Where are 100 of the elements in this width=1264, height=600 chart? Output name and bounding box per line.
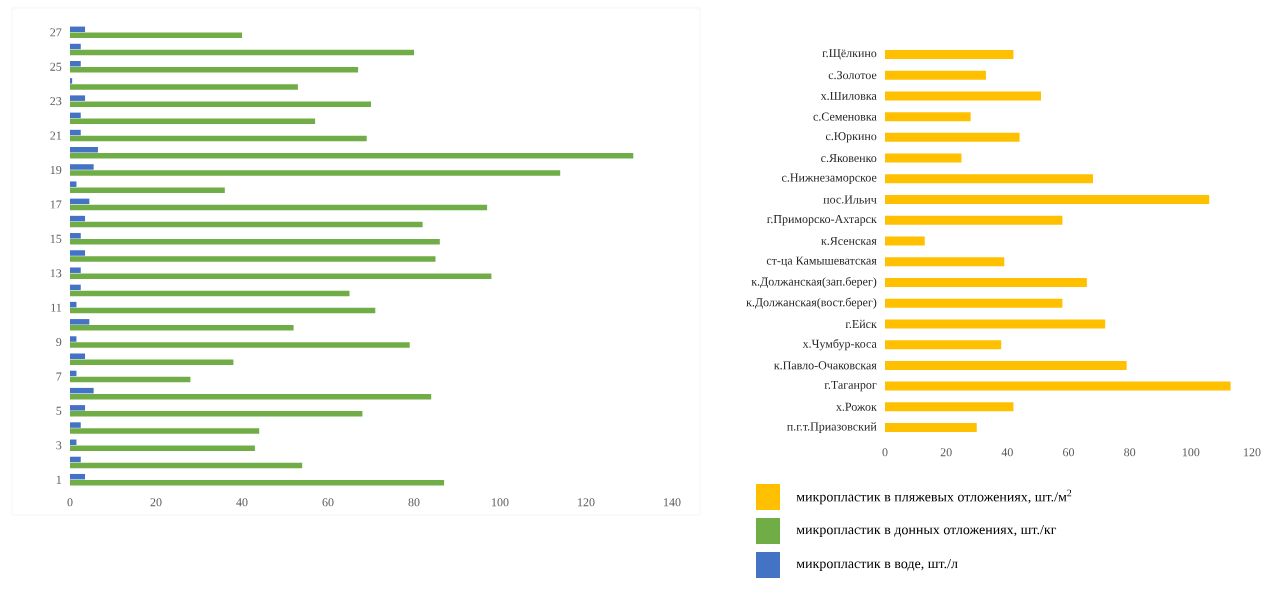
y-tick-label: п.г.т.Приазовский <box>787 422 877 433</box>
bar <box>885 402 1014 412</box>
bar <box>70 387 94 394</box>
x-tick-label: 20 <box>150 498 162 507</box>
bar <box>70 267 81 273</box>
bar <box>70 78 73 84</box>
bar <box>70 49 414 56</box>
y-tick-label: 7 <box>56 372 62 381</box>
y-tick-label: 23 <box>50 97 62 106</box>
bar <box>885 340 1002 350</box>
bar <box>70 284 81 291</box>
y-tick-label: 3 <box>56 441 62 450</box>
bar <box>70 479 445 486</box>
y-tick-label: х.Шиловка <box>820 91 877 100</box>
y-tick-label: х.Рожок <box>836 402 877 411</box>
bar <box>885 277 1087 287</box>
bar <box>70 204 488 211</box>
bar <box>885 236 925 246</box>
y-tick-label: с.Юркино <box>825 132 877 143</box>
bar <box>70 319 90 325</box>
x-tick-label: 140 <box>664 498 681 507</box>
bar <box>70 342 410 348</box>
bar <box>70 153 634 159</box>
bar <box>70 170 561 176</box>
bar <box>885 319 1106 329</box>
x-tick-label: 20 <box>940 448 952 457</box>
bar <box>70 393 432 400</box>
y-tick-label: к.Должанская(зап.берег) <box>751 276 877 289</box>
bar <box>70 353 86 359</box>
x-tick-label: 60 <box>322 498 334 507</box>
y-tick-label: 27 <box>50 28 62 37</box>
bar <box>885 215 1063 225</box>
y-tick-label: 5 <box>56 406 62 415</box>
y-tick-label: г.Щёлкино <box>822 49 877 60</box>
y-tick-label: к.Должанская(вост.берег) <box>746 297 877 309</box>
bar <box>70 445 255 452</box>
bar <box>70 181 77 187</box>
y-tick-label: 25 <box>50 62 62 71</box>
x-tick-label: 0 <box>67 498 73 507</box>
bar <box>885 153 962 163</box>
bar <box>70 336 77 342</box>
bar <box>885 174 1093 184</box>
x-tick-label: 40 <box>1001 448 1013 457</box>
bar <box>885 91 1041 101</box>
y-tick-label: с.Семеновка <box>813 112 877 121</box>
y-tick-label: 15 <box>50 234 62 243</box>
bar <box>70 43 81 50</box>
bar <box>70 118 316 125</box>
x-tick-label: 60 <box>1063 448 1075 457</box>
y-tick-label: к.Ясенская <box>821 236 877 246</box>
legend-label: микропластик в пляжевых отложениях, шт./м$^{2}$ <box>796 489 1072 505</box>
bar <box>70 135 367 142</box>
bar <box>885 70 986 80</box>
bar <box>70 221 423 228</box>
bar <box>70 411 363 417</box>
bar <box>70 112 81 119</box>
bar <box>885 423 977 433</box>
x-tick-label: 100 <box>492 498 509 507</box>
x-tick-label: 120 <box>578 498 595 507</box>
legend-label: микропластик в донных отложениях, шт./кг <box>796 524 1057 538</box>
bar <box>70 256 436 262</box>
bar <box>70 359 234 365</box>
y-tick-label: г.Ейск <box>845 319 877 329</box>
x-tick-label: 80 <box>408 498 420 507</box>
bar <box>70 32 242 39</box>
x-tick-label: 120 <box>1244 448 1261 457</box>
x-tick-label: 100 <box>1182 448 1200 457</box>
bar <box>70 26 86 33</box>
bar <box>70 273 492 279</box>
x-tick-label: 80 <box>1124 448 1136 457</box>
y-tick-label: ст-ца Камышеватская <box>766 256 877 267</box>
bar <box>70 456 81 463</box>
bar <box>885 132 1020 142</box>
bar <box>70 405 86 411</box>
bar <box>70 233 81 239</box>
bar <box>70 66 359 73</box>
bar <box>70 462 303 469</box>
bar <box>885 257 1005 267</box>
y-tick-label: 17 <box>50 200 62 209</box>
bar <box>885 112 971 122</box>
bar <box>70 215 86 222</box>
y-tick-label: 9 <box>56 338 62 347</box>
bar <box>885 381 1231 391</box>
y-tick-label: 1 <box>56 475 62 484</box>
x-tick-label: 0 <box>882 448 888 457</box>
bar <box>70 376 191 383</box>
bar <box>885 49 1014 59</box>
bar <box>70 473 86 480</box>
bar <box>70 307 376 314</box>
bar <box>70 147 98 153</box>
bar <box>885 298 1063 308</box>
bar <box>70 422 81 428</box>
y-tick-label: 21 <box>50 131 62 140</box>
bar <box>885 360 1127 370</box>
y-tick-label: г.Приморско-Ахтарск <box>766 215 877 226</box>
bar <box>70 101 371 107</box>
y-tick-label: с.Золотое <box>828 71 877 80</box>
bar <box>70 428 260 434</box>
bar <box>70 198 90 205</box>
bar <box>70 164 94 170</box>
